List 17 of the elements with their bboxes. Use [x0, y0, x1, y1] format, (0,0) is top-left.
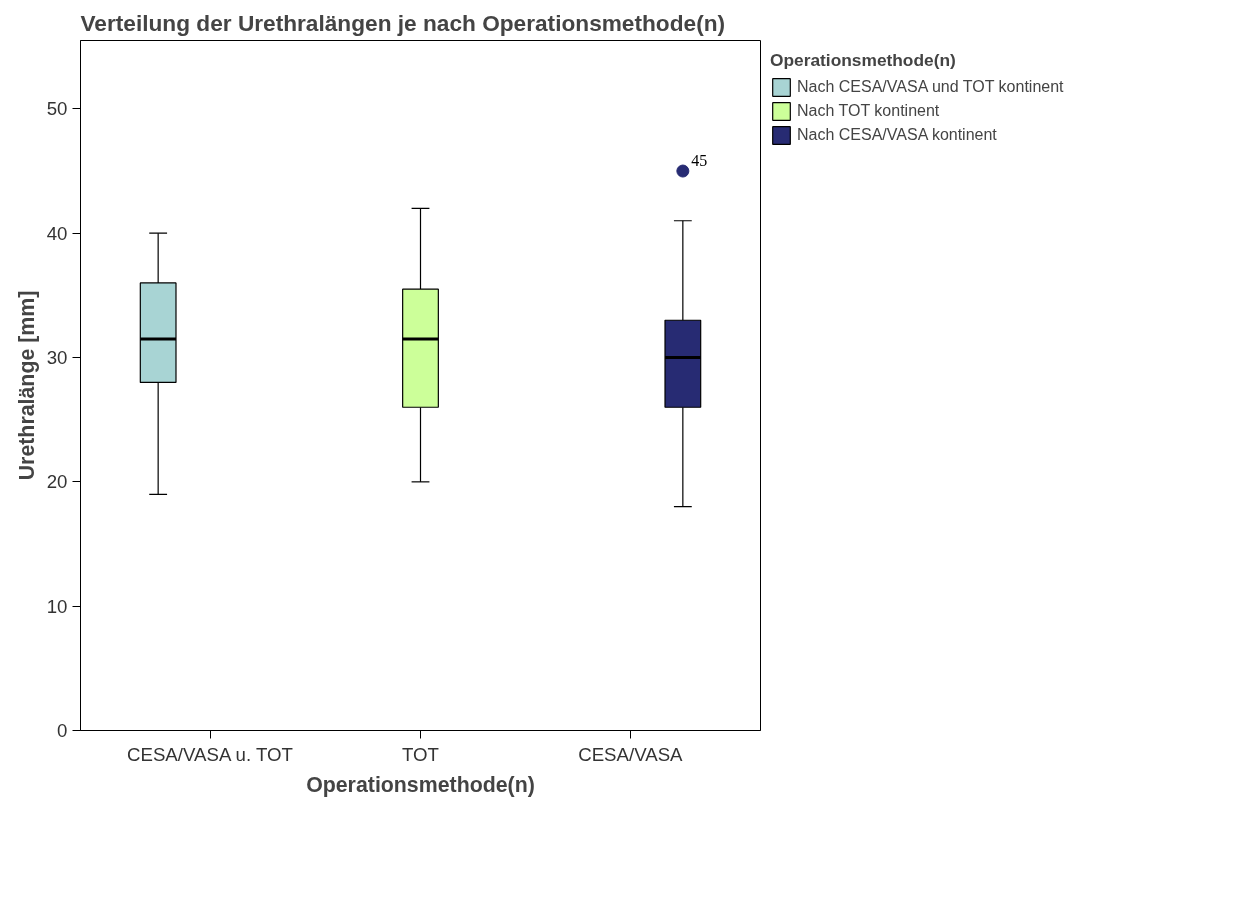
- y-tick-label: 0: [57, 720, 68, 741]
- y-tick-label: 10: [46, 595, 68, 617]
- x-tick-label: CESA/VASA u. TOT: [126, 743, 293, 765]
- y-tick-label: 20: [46, 471, 68, 493]
- annotation: 45: [691, 152, 708, 170]
- legend-label: Nach CESA/VASA und TOT kontinent: [797, 78, 1064, 96]
- y-tick-label: 40: [46, 222, 68, 244]
- y-axis-title: Urethralänge [mm]: [14, 290, 39, 481]
- chart-title: Verteilung der Urethralängen je nach Operationsmethode(n): [80, 9, 726, 36]
- y-tick-label: 50: [46, 98, 68, 120]
- legend-label: Nach CESA/VASA kontinent: [797, 126, 997, 144]
- legend-title: Operationsmethode(n): [770, 50, 957, 71]
- y-tick-label: 30: [46, 347, 68, 369]
- legend-label: Nach TOT kontinent: [797, 102, 940, 120]
- x-tick-label: CESA/VASA: [578, 743, 684, 765]
- x-tick-label: TOT: [402, 743, 439, 765]
- x-axis-title: Operationsmethode(n): [306, 772, 535, 797]
